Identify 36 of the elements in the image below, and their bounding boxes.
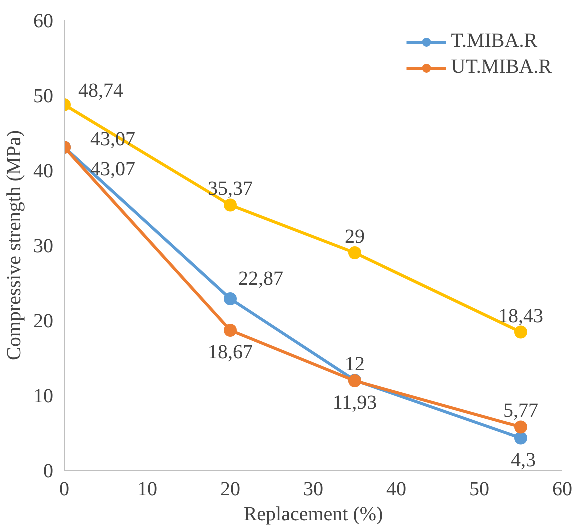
data-label: 29 xyxy=(345,226,365,248)
point xyxy=(514,432,528,445)
data-label: 11,93 xyxy=(332,392,378,414)
x-tick-label: 20 xyxy=(220,478,240,500)
x-tick-label: 60 xyxy=(552,478,572,500)
legend-label: T.MIBA.R xyxy=(451,30,538,53)
y-tick-label: 50 xyxy=(34,86,54,108)
data-label: 4,3 xyxy=(511,449,536,472)
data-label: 12 xyxy=(345,354,365,376)
x-tick-label: 0 xyxy=(60,478,70,500)
x-tick-label: 10 xyxy=(138,478,158,500)
data-label: 5,77 xyxy=(504,400,538,422)
point xyxy=(348,246,362,260)
data-label: 18,67 xyxy=(208,341,253,364)
data-label: 18,43 xyxy=(498,305,544,328)
y-axis-title: Compressive strength (MPa) xyxy=(4,130,26,360)
point xyxy=(224,292,237,306)
x-tick-label: 30 xyxy=(304,478,324,500)
point xyxy=(514,420,528,434)
legend-label: UT.MIBA.R xyxy=(451,56,552,79)
data-label: 43,07 xyxy=(90,158,136,180)
point xyxy=(224,198,237,212)
y-tick-label: 0 xyxy=(44,460,54,482)
x-axis-title: Replacement (%) xyxy=(244,504,384,526)
x-tick-label: 40 xyxy=(386,478,406,500)
y-tick-label: 30 xyxy=(34,236,54,258)
y-tick-label: 10 xyxy=(34,386,54,408)
point xyxy=(514,326,528,339)
y-tick-label: 20 xyxy=(34,310,54,332)
point xyxy=(224,324,237,337)
y-tick-label: 60 xyxy=(34,10,54,32)
data-label: 35,37 xyxy=(208,178,253,200)
x-tick-label: 50 xyxy=(470,478,490,500)
y-tick-label: 40 xyxy=(34,160,54,182)
data-label: 48,74 xyxy=(78,80,124,102)
data-label: 22,87 xyxy=(238,268,284,290)
